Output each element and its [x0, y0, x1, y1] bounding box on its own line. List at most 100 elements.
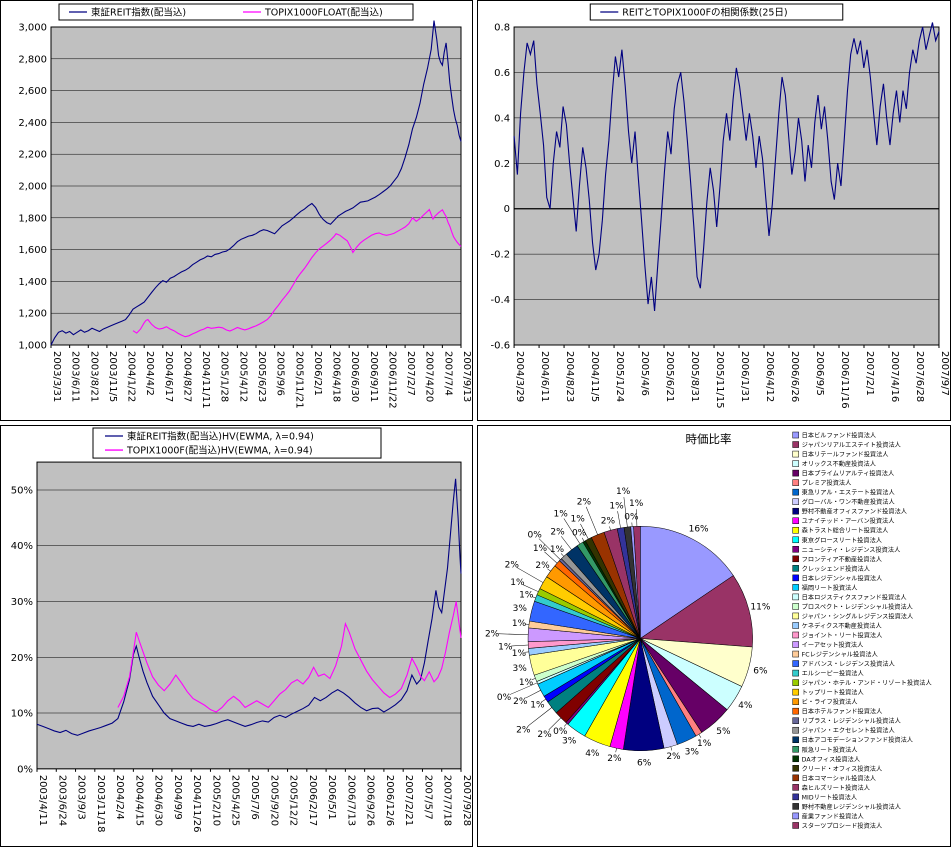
x-tick-label: 2006/9/5: [814, 351, 825, 396]
legend-swatch: [792, 479, 799, 486]
series-line: [117, 601, 462, 713]
pie-slice-label: 6%: [637, 759, 652, 769]
pie-slice-label: 2%: [550, 528, 565, 538]
pie-legend-label: ジャパン・シングルレジデンス投資法人: [802, 612, 914, 620]
pie-slice-label: 1%: [629, 499, 644, 509]
pie-legend-label: 日本プライムリアルティ投資法人: [802, 470, 894, 478]
pie-legend-label: クリード・オフィス投資法人: [802, 765, 883, 773]
x-tick-label: 2006/5/1: [326, 775, 337, 820]
pie-legend-label: ユナイテッド・アーバン投資法人: [802, 517, 895, 525]
legend-swatch: [792, 450, 799, 458]
pie-slice-label: 5%: [716, 727, 731, 737]
x-tick-label: 2007/9/13: [461, 351, 472, 402]
legend-label: 東証REIT指数(配当込)HV(EWMA, λ=0.94): [127, 431, 314, 443]
pie-legend-label: グローバル・ワン不動産投資法人: [802, 498, 895, 506]
x-tick-label: 2007/4/20: [424, 351, 435, 402]
pie-legend-label: ジャパンリアルエステイト投資法人: [802, 441, 901, 449]
legend-swatch: [792, 736, 799, 744]
label-leader-line: [561, 536, 572, 550]
label-leader-line: [538, 538, 561, 560]
pie-legend-label: リプラス・レジデンシャル投資法人: [802, 717, 901, 725]
y-tick-label: 2,800: [18, 54, 47, 65]
x-tick-label: 2006/4/12: [764, 351, 775, 402]
pie-legend-label: 日本コマーシャル投資法人: [802, 774, 876, 782]
legend-swatch: [792, 707, 799, 715]
x-tick-label: 2007/2/21: [403, 775, 414, 826]
x-tick-label: 2007/2/1: [864, 351, 875, 396]
pie-slice: [639, 575, 753, 648]
pie-slice-label: 0%: [528, 530, 543, 540]
y-tick-label: 2,200: [18, 150, 47, 161]
legend-swatch: [792, 622, 799, 629]
label-leader-line: [636, 509, 638, 527]
legend-swatch: [792, 498, 799, 505]
label-leader-line: [548, 717, 562, 730]
x-tick-label: 2003/6/11: [70, 351, 81, 402]
label-leader-line: [509, 682, 538, 695]
pie-title: 時価比率: [685, 432, 731, 446]
label-leader-line: [615, 748, 617, 753]
legend-label: TOPIX1000F(配当込)HV(EWMA, λ=0.94): [126, 445, 313, 457]
pie-slice-label: 1%: [553, 509, 568, 519]
y-tick-label: -0.2: [491, 250, 511, 261]
pie-slice-label: 1%: [533, 544, 548, 554]
legend-swatch: [792, 660, 799, 667]
x-tick-label: 2006/1/31: [739, 351, 750, 402]
legend-swatch: [792, 688, 799, 696]
pie-slice-label: 2%: [537, 730, 552, 740]
pie-legend-label: 野村不動産オフィスファンド投資法人: [802, 508, 907, 516]
x-tick-label: 2007/5/7: [422, 775, 433, 820]
legend-swatch: [792, 717, 799, 724]
legend-swatch: [792, 546, 799, 553]
x-tick-label: 2004/6/30: [153, 775, 164, 826]
legend-swatch: [792, 536, 799, 544]
x-tick-label: 2005/6/23: [256, 351, 267, 402]
historical-volatility-ewma: 0% 10% 20% 30% 40% 50% 2003/4/11 2003/6/24 2003/…: [11, 427, 472, 833]
y-tick-label: 30%: [11, 597, 33, 608]
x-tick-label: 2003/4/11: [37, 775, 48, 826]
x-tick-label: 2005/4/12: [237, 351, 248, 402]
x-tick-label: 2003/11/5: [107, 351, 118, 402]
label-leader-line: [524, 623, 530, 625]
pie-slice-label: 1%: [512, 619, 527, 629]
y-tick-label: 0.6: [494, 68, 510, 79]
pie-legend-label: 東急リアル・エステート投資法人: [802, 489, 895, 497]
x-tick-label: 2003/6/24: [56, 775, 67, 826]
x-tick-label: 2006/9/11: [368, 351, 379, 402]
pie-legend-label: フロンティア不動産投資法人: [802, 555, 882, 563]
legend-swatch: [792, 784, 799, 791]
pie-legend-label: 日本アコモデーションファンド投資法人: [802, 736, 913, 744]
x-tick-label: 2004/4/15: [133, 775, 144, 826]
pie-slice-label: 3%: [685, 748, 700, 758]
pie-slice-label: 0%: [497, 693, 512, 703]
x-tick-label: 2005/11/15: [714, 351, 725, 409]
legend-swatch: [792, 603, 799, 610]
y-tick-label: 40%: [11, 541, 33, 552]
y-tick-label: 1,000: [18, 341, 47, 352]
pie-legend-label: クレッシェンド投資法人: [802, 565, 870, 573]
label-leader-line: [547, 568, 551, 572]
legend-swatch: [792, 555, 799, 563]
panel-reit-index-chart: 1,000 1,200 1,400 1,600 1,800 2,000 2,200 2,400…: [0, 0, 473, 421]
legend-swatch: [792, 488, 799, 496]
pie-slice-label: 4%: [738, 701, 753, 711]
pie-slice-label: 6%: [753, 666, 768, 676]
legend-swatch: [792, 441, 799, 448]
x-tick-label: 2007/4/16: [889, 351, 900, 402]
y-tick-label: 0: [504, 204, 510, 215]
x-tick-label: 2004/6/11: [539, 351, 550, 402]
pie-slice-label: 0%: [553, 727, 568, 737]
legend-swatch: [792, 507, 799, 515]
pie-legend-label: 東京グロースリート投資法人: [802, 536, 882, 544]
pie-slice-label: 0%: [572, 529, 587, 539]
label-leader-line: [531, 678, 536, 681]
pie-legend-label: ビ・ライフ投資法人: [802, 698, 858, 706]
pie-slice-label: 11%: [750, 603, 770, 613]
pie-legend-label: 日本ロジスティクスファンド投資法人: [802, 593, 907, 601]
legend-swatch: [792, 698, 799, 705]
x-tick-label: 2007/7/18: [442, 775, 453, 826]
reit-topix1000f-correlation-25d: -0.6 -0.4 -0.2 0 0.2 0.4 0.6 0.8 2004/3/29 2004/6…: [491, 3, 950, 409]
pie-legend-label: FCレジデンシャル投資法人: [802, 651, 878, 659]
x-tick-label: 2005/12/2: [288, 775, 299, 826]
